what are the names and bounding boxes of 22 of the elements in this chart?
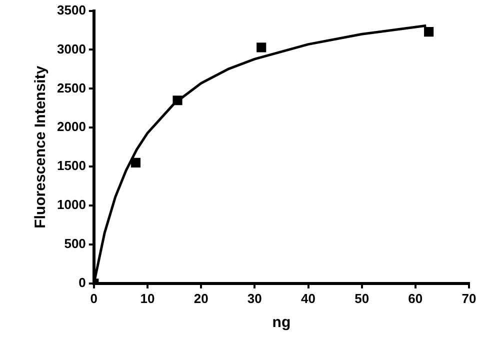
y-tick-label: 3500 xyxy=(57,2,86,18)
point xyxy=(256,42,266,52)
y-tick-label: 500 xyxy=(64,236,86,252)
x-tick-label: 30 xyxy=(247,290,262,306)
x-tick-label: 50 xyxy=(354,290,370,306)
x-tick-label: 0 xyxy=(90,290,98,306)
y-axis-title: Fluorescence Intensity xyxy=(32,65,50,228)
y-tick-label: 0 xyxy=(78,274,86,290)
point xyxy=(424,27,434,37)
x-tick-label: 20 xyxy=(194,290,208,306)
point xyxy=(172,96,182,106)
y-tick-label: 1500 xyxy=(57,158,86,174)
point xyxy=(130,158,140,168)
x-tick-label: 10 xyxy=(140,290,155,306)
x-tick-label: 60 xyxy=(408,290,423,306)
x-tick-label: 40 xyxy=(301,290,316,306)
y-tick-label: 3000 xyxy=(57,41,86,56)
x-axis-title: ng xyxy=(272,314,291,332)
y-tick-label: 2500 xyxy=(57,80,86,96)
y-tick-label: 1000 xyxy=(57,197,86,212)
y-tick-label: 2000 xyxy=(57,119,86,134)
x-tick-label: 70 xyxy=(462,290,476,306)
